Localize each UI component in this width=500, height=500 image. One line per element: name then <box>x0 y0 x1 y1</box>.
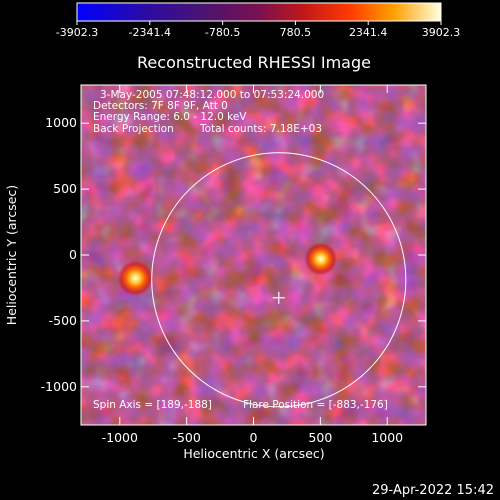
colorbar-tick-label: 2341.4 <box>349 26 388 39</box>
axis-ticks: -1000 -500 0 500 1000 -1000 -500 0 500 1000 <box>41 85 426 445</box>
x-tick-label: -500 <box>172 430 200 445</box>
colorbar-ticks: -3902.3 -2341.4 -780.5 780.5 2341.4 3902.3 <box>56 21 460 39</box>
solar-disk-limb <box>151 152 407 408</box>
colorbar <box>76 2 442 22</box>
y-axis-label: Heliocentric Y (arcsec) <box>4 185 19 325</box>
y-tick-label: -500 <box>49 313 77 328</box>
x-tick-label: 500 <box>308 430 332 445</box>
annotation-detectors: Detectors: 7F 8F 9F, Att 0 <box>93 100 228 112</box>
annotation-time-range: 3-May-2005 07:48:12.000 to 07:53:24.000 <box>100 89 324 101</box>
y-tick-label: 1000 <box>45 115 77 130</box>
y-tick-label: 500 <box>53 181 77 196</box>
heatmap-image <box>81 85 426 425</box>
x-tick-label: -1000 <box>102 430 138 445</box>
annotation-method: Back Projection <box>93 123 174 135</box>
colorbar-tick-label: -2341.4 <box>129 26 171 39</box>
y-tick-label: 0 <box>69 247 77 262</box>
annotation-spin-axis: Spin Axis = [189,-188] <box>93 399 212 411</box>
source-peak <box>304 242 338 276</box>
colorbar-tick-label: -3902.3 <box>56 26 98 39</box>
x-tick-label: 0 <box>250 430 258 445</box>
x-tick-label: 1000 <box>371 430 403 445</box>
plot-area <box>81 85 426 425</box>
colorbar-tick-label: 780.5 <box>280 26 312 39</box>
chart-title: Reconstructed RHESSI Image <box>137 53 371 72</box>
colorbar-tick-label: -780.5 <box>205 26 240 39</box>
footer-timestamp: 29-Apr-2022 15:42 <box>372 483 494 498</box>
source-peak <box>117 260 154 297</box>
y-tick-label: -1000 <box>41 379 77 394</box>
colorbar-tick-label: 3902.3 <box>422 26 461 39</box>
x-axis-label: Heliocentric X (arcsec) <box>183 446 324 461</box>
annotation-energy: Energy Range: 6.0 - 12.0 keV <box>93 111 247 123</box>
annotation-flare-position: Flare Position = [-883,-176] <box>243 399 388 411</box>
annotation-counts: Total counts: 7.18E+03 <box>199 123 322 135</box>
spin-axis-marker <box>272 291 285 304</box>
